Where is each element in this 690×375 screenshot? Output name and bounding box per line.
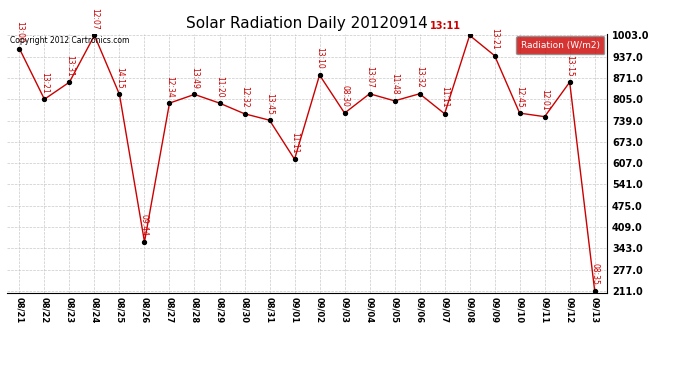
Text: 13:21: 13:21 (40, 72, 49, 93)
Point (364, 91, 375, 97)
Text: 13:45: 13:45 (265, 93, 274, 114)
Point (139, 239, 150, 245)
Text: 08:35: 08:35 (590, 263, 599, 285)
Text: 13:10: 13:10 (315, 48, 324, 69)
Point (189, 92, 200, 98)
Point (239, 111, 250, 117)
Text: Copyright 2012 Cartronics.com: Copyright 2012 Cartronics.com (10, 36, 129, 45)
Text: 13:32: 13:32 (415, 66, 424, 88)
Point (214, 100, 225, 106)
Text: 12:32: 12:32 (240, 86, 249, 108)
Point (414, 91, 425, 97)
Point (564, 79, 575, 85)
Legend: Radiation (W/m2): Radiation (W/m2) (516, 36, 604, 54)
Text: 12:01: 12:01 (540, 89, 549, 111)
Text: 13:11: 13:11 (430, 21, 461, 30)
Text: 11:48: 11:48 (390, 74, 399, 95)
Point (489, 53, 500, 59)
Text: 13:15: 13:15 (565, 55, 574, 76)
Text: 12:34: 12:34 (165, 75, 174, 97)
Point (339, 110, 350, 116)
Point (464, 32, 475, 38)
Point (514, 110, 525, 116)
Point (89, 32, 100, 38)
Point (114, 92, 125, 98)
Text: 12:07: 12:07 (90, 8, 99, 30)
Point (289, 156, 300, 162)
Point (164, 100, 175, 106)
Point (64, 79, 75, 85)
Point (539, 114, 550, 120)
Text: 13:49: 13:49 (190, 67, 199, 88)
Text: 08:30: 08:30 (340, 86, 349, 107)
Point (439, 111, 450, 117)
Point (264, 117, 275, 123)
Text: 11:20: 11:20 (215, 76, 224, 97)
Point (14, 46, 25, 52)
Point (589, 288, 600, 294)
Point (389, 98, 400, 104)
Text: 11:11: 11:11 (290, 132, 299, 153)
Text: 13:31: 13:31 (65, 55, 74, 76)
Point (314, 72, 325, 78)
Text: 11:11: 11:11 (440, 87, 449, 108)
Text: 14:15: 14:15 (115, 67, 124, 88)
Title: Solar Radiation Daily 20120914: Solar Radiation Daily 20120914 (186, 16, 428, 31)
Text: 13:21: 13:21 (490, 28, 499, 50)
Point (39, 96, 50, 102)
Text: 13:07: 13:07 (365, 66, 374, 88)
Text: 13:00: 13:00 (15, 21, 24, 43)
Text: 09:44: 09:44 (140, 214, 149, 236)
Text: 12:45: 12:45 (515, 86, 524, 107)
